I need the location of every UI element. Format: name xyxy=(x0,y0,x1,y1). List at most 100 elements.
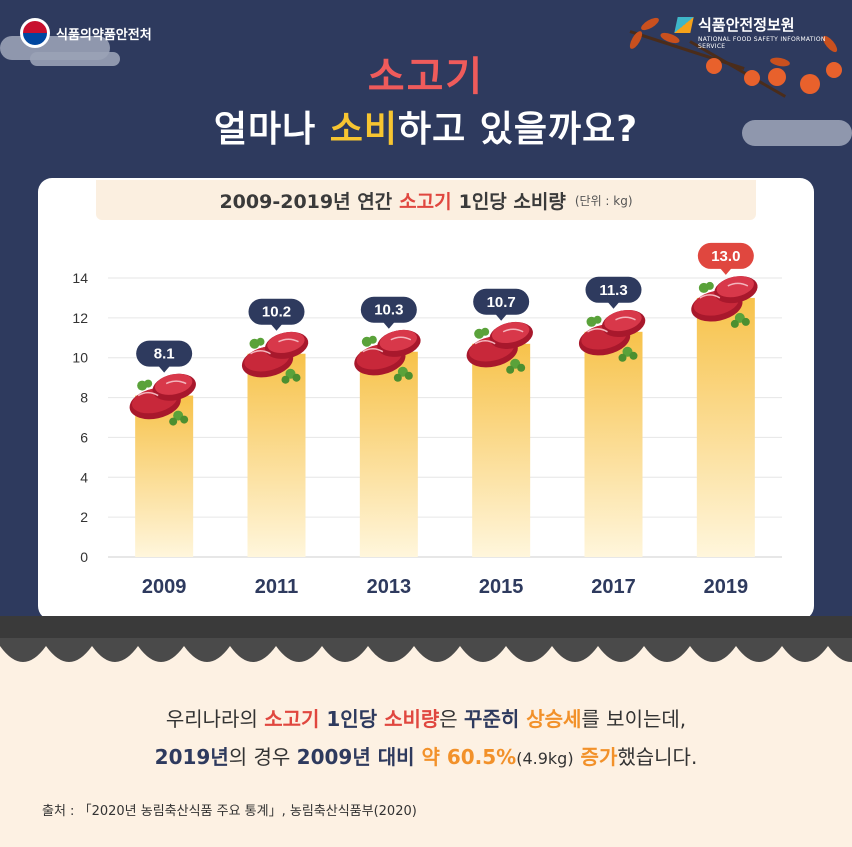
summary-text-part: 의 경우 xyxy=(228,745,297,769)
summary-line1: 우리나라의 소고기 1인당 소비량은 꾸준히 상승세를 보이는데, xyxy=(0,700,852,738)
summary-emphasis: 1인당 xyxy=(319,707,378,731)
x-tick-label: 2009 xyxy=(142,576,187,598)
value-badge-pointer xyxy=(382,321,395,329)
summary-highlight: 소고기 xyxy=(264,707,320,731)
beef-icon xyxy=(129,373,196,426)
roof-tile xyxy=(460,638,506,662)
herb-icon xyxy=(393,373,402,382)
roof-tile xyxy=(552,638,598,662)
summary-text-part: 했습니다. xyxy=(617,745,698,769)
herb-icon xyxy=(481,327,490,336)
persimmon-icon xyxy=(706,58,722,74)
bar xyxy=(359,351,418,557)
summary-text-part: (4.9kg) xyxy=(516,749,574,768)
herb-icon xyxy=(281,375,290,384)
chart-title-highlight: 소고기 xyxy=(399,190,452,213)
value-badge xyxy=(248,298,305,325)
bar xyxy=(696,297,755,557)
roof-tile-decoration xyxy=(0,638,852,662)
steak-shape xyxy=(379,329,417,352)
steak-shape xyxy=(716,276,754,298)
value-badge-pointer xyxy=(495,313,508,321)
title-text: 하고 있을까요? xyxy=(398,109,639,150)
summary-text-part: 를 보이는데, xyxy=(581,707,687,731)
bar xyxy=(584,331,643,557)
bar-chart: 0 2 4 6 8 10 12 14 8.1 2009 10.2 2011 10.3 2013 10.7 20… xyxy=(72,242,782,598)
herb-icon xyxy=(593,315,602,324)
marbling xyxy=(362,336,412,353)
summary-emphasis: 2009년 대비 xyxy=(296,745,415,769)
cloud-decoration xyxy=(742,120,852,146)
summary-emphasis: 꾸준히 xyxy=(464,707,520,731)
chart-unit: (단위 : kg) xyxy=(574,193,633,208)
taeguk-icon xyxy=(20,18,50,48)
value-badge xyxy=(360,296,417,323)
herb-icon xyxy=(705,281,714,290)
nfsi-logo-text: 식품안전정보원 xyxy=(698,16,795,34)
herb-icon xyxy=(169,417,178,426)
steak-shape xyxy=(267,331,305,354)
roof-tile xyxy=(644,638,690,662)
roof-tile xyxy=(322,638,368,662)
cloud-decoration xyxy=(30,52,120,66)
summary-text-part: 은 xyxy=(439,707,465,731)
herb-icon xyxy=(506,365,515,374)
beef-icon xyxy=(578,309,646,362)
value-badge xyxy=(136,340,193,367)
y-tick-label: 6 xyxy=(80,429,88,445)
x-tick-label: 2013 xyxy=(367,576,412,598)
title-highlight: 소비 xyxy=(329,109,398,150)
data-label: 10.2 xyxy=(262,304,291,321)
herb-icon xyxy=(368,335,377,344)
data-label: 8.1 xyxy=(154,346,175,363)
steak-shape xyxy=(491,321,530,344)
roof-decoration xyxy=(0,616,852,642)
value-badge xyxy=(473,288,530,315)
data-label: 10.7 xyxy=(487,294,516,311)
roof-tile xyxy=(828,638,852,662)
x-tick-label: 2015 xyxy=(479,576,524,598)
header-background: 식품의약품안전처 식품안전정보원 NATIONAL FOOD SAFETY IN… xyxy=(0,0,852,640)
roof-tile xyxy=(598,638,644,662)
page-title-line1: 소고기 xyxy=(367,54,485,100)
persimmon-icon xyxy=(800,74,820,94)
summary-text: 우리나라의 소고기 1인당 소비량은 꾸준히 상승세를 보이는데, 2019년의… xyxy=(0,700,852,778)
x-tick-label: 2019 xyxy=(704,576,749,598)
roof-tile xyxy=(506,638,552,662)
marbling xyxy=(137,380,187,397)
y-tick-label: 0 xyxy=(80,549,88,565)
marbling xyxy=(587,316,636,333)
roof-tile xyxy=(368,638,414,662)
roof-tile xyxy=(230,638,276,662)
herb-icon xyxy=(144,379,153,388)
roof-tile xyxy=(276,638,322,662)
bar xyxy=(247,353,306,557)
summary-highlight: 상승세 xyxy=(519,707,582,731)
summary-emphasis: 2019년 xyxy=(154,745,229,769)
beef-icon xyxy=(466,321,533,374)
mfds-logo-text: 식품의약품안전처 xyxy=(56,27,152,43)
summary-highlight: 약 60.5% xyxy=(414,745,517,769)
data-label: 10.3 xyxy=(374,302,403,319)
roof-tile xyxy=(690,638,736,662)
herb-icon xyxy=(404,371,413,380)
value-badge-pointer xyxy=(158,365,171,373)
page-title-line2: 얼마나 소비하고 있을까요? xyxy=(0,100,852,152)
roof-tile xyxy=(46,638,92,662)
herb-icon xyxy=(618,353,627,362)
mfds-logo: 식품의약품안전처 xyxy=(20,18,152,48)
summary-text-part: 우리나라의 xyxy=(165,707,265,731)
herb-icon xyxy=(730,319,739,328)
marbling xyxy=(699,282,749,299)
summary-line2: 2019년의 경우 2009년 대비 약 60.5%(4.9kg) 증가했습니다… xyxy=(0,738,852,778)
data-label: 13.0 xyxy=(711,248,740,265)
chart-title: 2009-2019년 연간 소고기 1인당 소비량 (단위 : kg) xyxy=(96,180,756,220)
roof-tile xyxy=(736,638,782,662)
chart-title-text: 2009-2019년 연간 xyxy=(219,190,393,213)
steak-shape xyxy=(604,310,642,332)
value-badge-pointer xyxy=(607,301,620,309)
y-tick-label: 8 xyxy=(80,390,88,406)
value-badge xyxy=(585,276,642,303)
roof-tile xyxy=(414,638,460,662)
bar xyxy=(472,343,531,557)
